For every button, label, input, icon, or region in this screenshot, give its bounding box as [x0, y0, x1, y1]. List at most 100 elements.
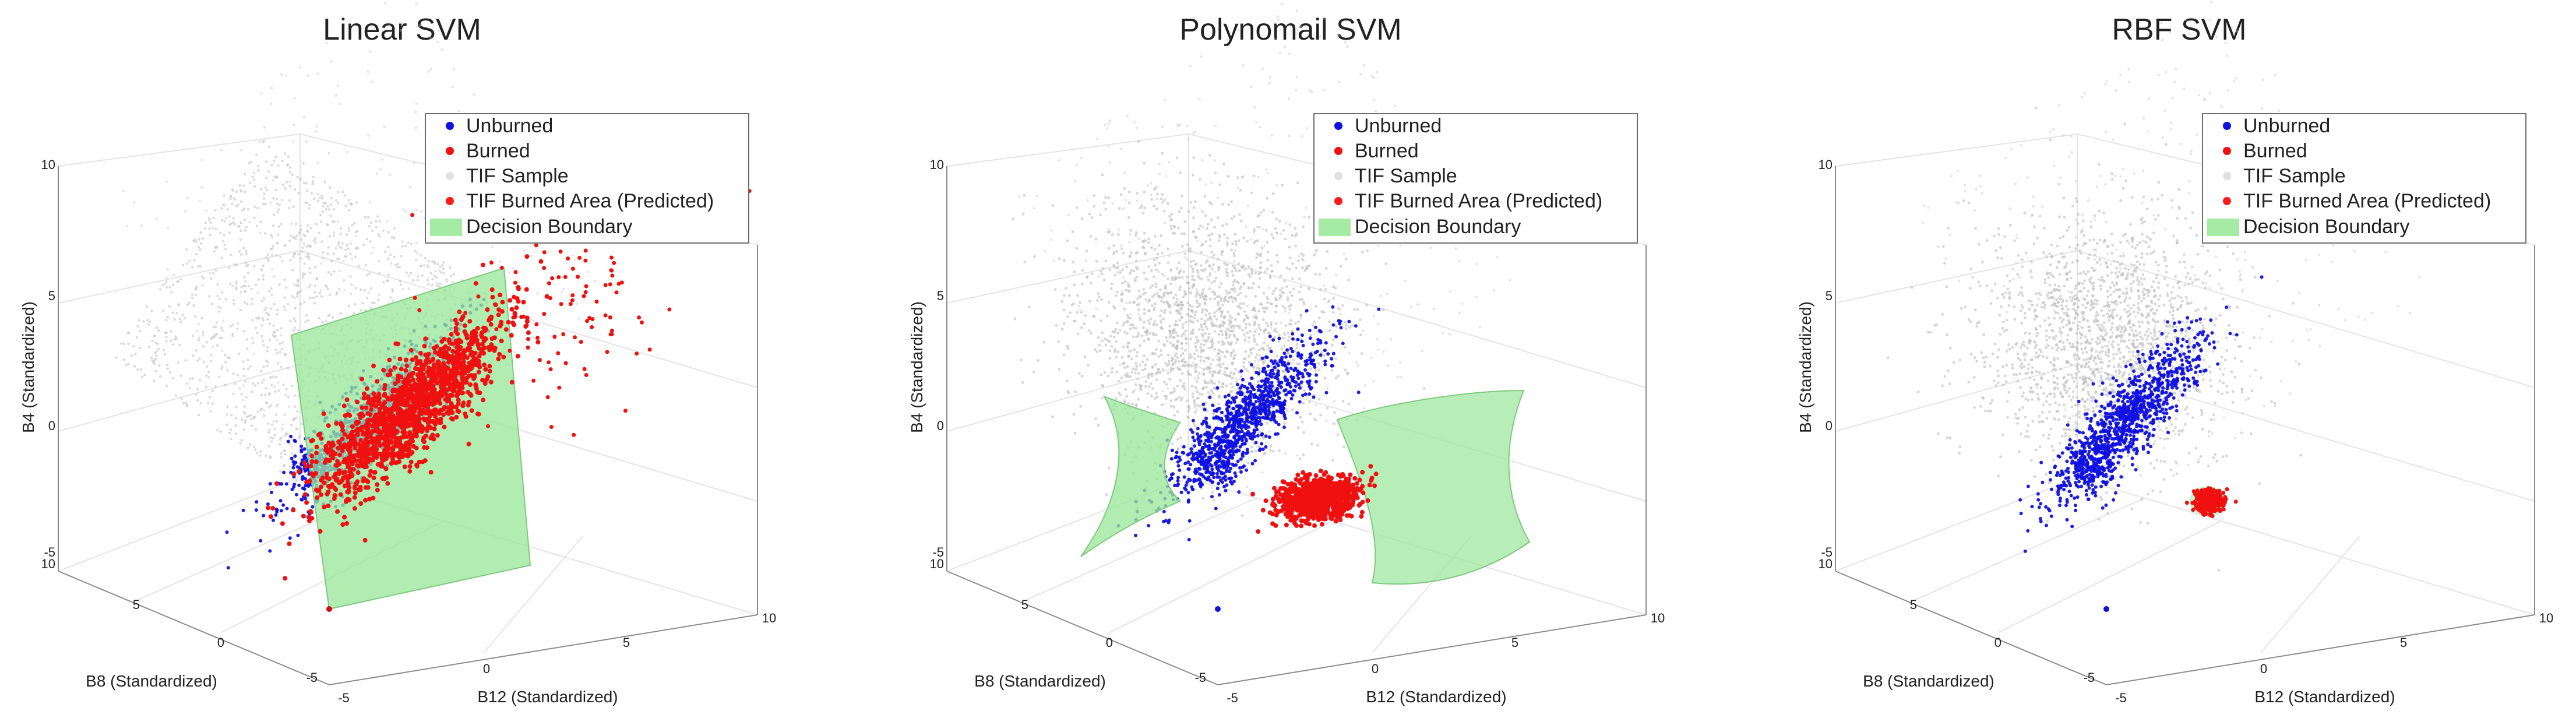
burned-point	[499, 309, 505, 314]
burned-point	[509, 379, 515, 385]
tif-point	[376, 215, 379, 218]
burned-point	[614, 290, 619, 295]
burned-point	[473, 281, 478, 286]
burned-point	[390, 435, 394, 440]
tif-point	[273, 330, 276, 333]
tif-point	[198, 199, 202, 203]
tif-point	[270, 423, 274, 426]
burned-point	[382, 383, 387, 388]
burned-point	[358, 487, 363, 492]
burned-point	[500, 300, 505, 305]
tif-point	[252, 382, 255, 385]
tif-point	[1157, 355, 1161, 358]
tif-point	[168, 305, 171, 308]
burned-point	[397, 459, 402, 464]
burned-point	[457, 362, 463, 367]
tif-point	[142, 320, 145, 323]
tif-point	[1115, 356, 1118, 359]
burned-point	[499, 265, 504, 270]
tif-point	[208, 216, 211, 220]
tif-point	[276, 351, 279, 355]
tif-point	[313, 197, 316, 200]
tif-point	[1225, 270, 1228, 274]
burned-point	[609, 255, 614, 260]
tif-point	[326, 205, 329, 207]
tif-point	[196, 388, 199, 390]
tif-point	[243, 276, 246, 279]
tif-point	[436, 40, 439, 44]
tif-point	[371, 80, 374, 83]
burned-point	[466, 441, 471, 446]
tif-point	[220, 256, 223, 259]
tif-point	[122, 190, 125, 193]
burned-point	[566, 256, 570, 261]
tif-point	[1239, 302, 1242, 305]
tif-point	[293, 252, 297, 255]
tif-point	[165, 280, 168, 283]
tif-point	[1237, 262, 1241, 266]
tif-point	[328, 294, 332, 297]
tif-point	[327, 246, 330, 249]
tif-point	[1090, 216, 1094, 219]
burned-point	[302, 492, 308, 497]
burned-point	[535, 336, 540, 340]
tif-point	[413, 161, 416, 164]
burned-point	[370, 398, 375, 403]
unburned-point	[275, 510, 279, 514]
tif-point	[154, 369, 157, 372]
tif-point	[427, 260, 430, 263]
tif-point	[298, 434, 301, 437]
tif-point	[232, 392, 235, 395]
tif-point	[344, 248, 347, 252]
tif-point	[1119, 193, 1123, 196]
tif-point	[371, 301, 374, 304]
tif-point	[376, 298, 380, 302]
tif-point	[1148, 322, 1151, 325]
tif-point	[1272, 236, 1275, 240]
tif-point	[276, 202, 279, 205]
burned-point	[431, 418, 436, 424]
burned-point	[437, 420, 442, 425]
tif-point	[275, 420, 279, 423]
tif-point	[389, 262, 393, 265]
burned-point	[423, 336, 428, 342]
tif-point	[372, 246, 375, 249]
tif-point	[1225, 289, 1228, 293]
tif-point	[1176, 410, 1179, 413]
tif-point	[393, 237, 396, 240]
tif-point	[1225, 268, 1228, 271]
burned-point	[387, 372, 393, 377]
unburned-point	[290, 487, 294, 491]
tif-point	[301, 246, 304, 249]
tif-point	[274, 375, 277, 378]
tif-point	[1210, 281, 1214, 284]
burned-point	[268, 514, 273, 519]
burned-point	[594, 300, 599, 304]
tif-point	[210, 337, 213, 340]
burned-point	[449, 392, 453, 397]
tif-point	[243, 219, 246, 221]
tif-point	[1222, 163, 1225, 166]
burned-point	[335, 509, 340, 514]
unburned-point	[293, 454, 297, 458]
tif-point	[260, 407, 263, 410]
tif-point	[269, 103, 273, 105]
tif-point	[309, 227, 312, 230]
tif-point	[153, 379, 156, 382]
burned-point	[387, 397, 392, 402]
tif-point	[1137, 372, 1140, 375]
burned-point	[406, 453, 411, 459]
tif-point	[230, 414, 233, 417]
tif-point	[1232, 215, 1236, 218]
tif-point	[1294, 244, 1298, 248]
tif-point	[1143, 231, 1146, 235]
tif-point	[170, 339, 172, 343]
tif-point	[138, 319, 140, 322]
legend-label: Decision Boundary	[466, 216, 632, 238]
tif-point	[198, 379, 202, 382]
tif-point	[262, 265, 265, 268]
burned-point	[432, 398, 437, 403]
tif-point	[315, 223, 318, 226]
tif-point	[451, 86, 454, 89]
tif-point	[1266, 324, 1270, 328]
